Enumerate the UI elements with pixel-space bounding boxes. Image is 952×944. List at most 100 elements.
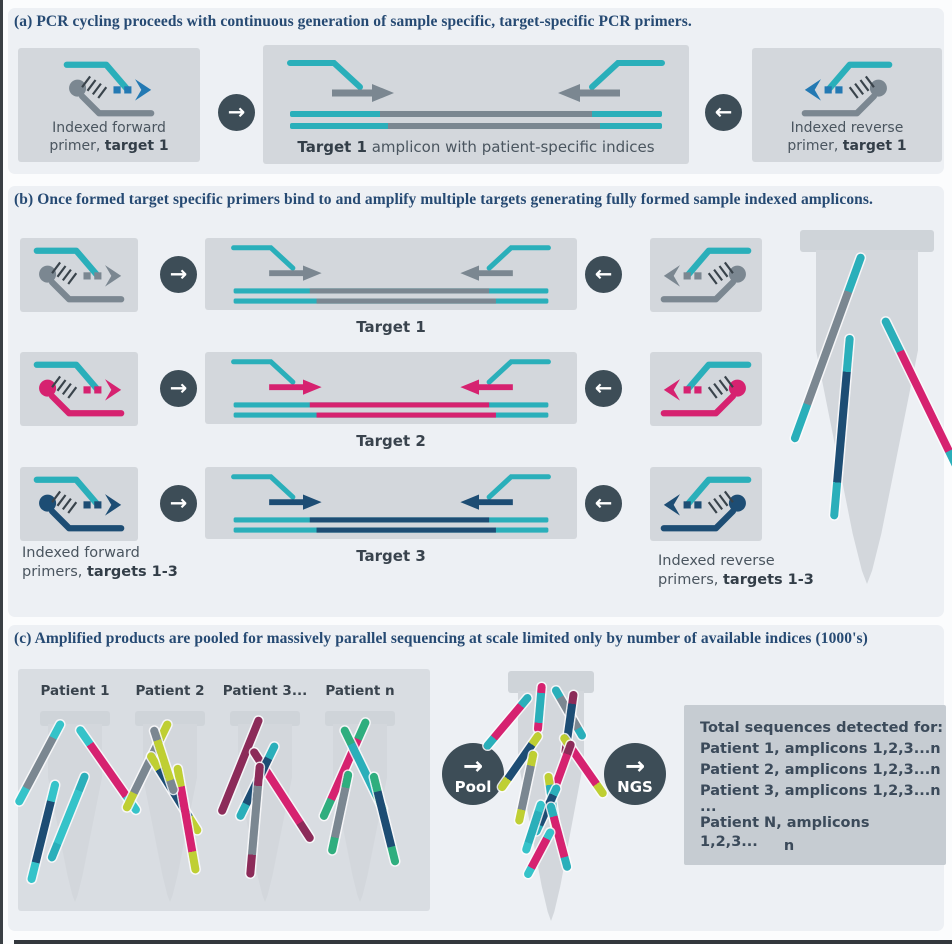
arrow-glyph: → <box>227 100 246 124</box>
label-line2: primer, <box>787 137 843 154</box>
tube-body <box>816 250 918 584</box>
primer-glyph <box>660 247 752 303</box>
label-bold: target 1 <box>842 137 907 154</box>
patient-3-tube <box>216 711 316 906</box>
primer-glyph <box>33 476 125 532</box>
target-3-label: Target 3 <box>356 547 426 565</box>
patient-tubes-container: Patient 1 Patient 2 Patient 3... Patient… <box>13 669 430 911</box>
label-line1: Indexed reverse <box>658 553 775 569</box>
label-line2: primers, <box>658 571 723 588</box>
patient-3-label: Patient 3... <box>222 683 308 699</box>
patient-4-label: Patient n <box>325 683 395 699</box>
patient-2-label: Patient 2 <box>135 683 205 699</box>
tube-cap <box>135 711 205 726</box>
patient-2-tube <box>121 711 205 906</box>
textbox-line: Patient 3, amplicons 1,2,3...n <box>700 782 941 799</box>
primer-glyph <box>33 361 125 417</box>
forward-primer-icon <box>18 54 200 124</box>
primer-glyph <box>660 361 752 417</box>
panel-c: (c) Amplified products are pooled for ma… <box>8 625 946 931</box>
last-line-text: Patient N, amplicons 1,2,3... <box>700 814 870 850</box>
pool-step-icon: → Pool <box>442 743 504 805</box>
target-1-label: Target 1 <box>356 318 426 336</box>
amplicon-label-rest: amplicon with patient-specific indices <box>366 138 655 157</box>
primer-glyph <box>63 61 155 117</box>
patient-4-tube <box>318 711 400 906</box>
forward-primer-box-target-3 <box>20 467 138 541</box>
tube-cap <box>508 671 594 693</box>
reverse-primer-box-a: Indexed reverse primer, target 1 <box>752 48 942 162</box>
amplicon-box-target-1 <box>205 238 577 310</box>
primer-glyph <box>660 476 752 532</box>
reverse-primer-box-target-1 <box>650 238 762 312</box>
arrow-glyph: ← <box>714 100 733 124</box>
amplicon-stick <box>26 780 60 884</box>
patient-1-label: Patient 1 <box>40 683 110 699</box>
arrow-right-icon: → <box>160 485 197 522</box>
forward-primer-box-target-1 <box>20 238 138 312</box>
forward-primer-label-a: Indexed forward primer, target 1 <box>24 120 194 155</box>
amplicon-box-target-2 <box>205 352 577 424</box>
amplicon-glyph <box>287 60 665 129</box>
arrow-glyph: ← <box>594 376 613 400</box>
arrow-left-icon: ← <box>585 370 622 407</box>
arrow-glyph: → <box>169 262 188 286</box>
arrow-left-icon: ← <box>585 256 622 293</box>
reverse-primer-box-target-3 <box>650 467 762 541</box>
amplicon-glyph <box>231 359 551 418</box>
label-line1: Indexed forward <box>52 120 166 136</box>
arrow-left-icon: ← <box>585 485 622 522</box>
arrow-glyph: ← <box>594 262 613 286</box>
arrow-left-icon: ← <box>705 94 742 131</box>
reverse-primer-box-target-2 <box>650 352 762 426</box>
forward-primer-box-target-2 <box>20 352 138 426</box>
amplicon-glyph <box>231 474 551 533</box>
textbox-line: Patient 1, amplicons 1,2,3...n <box>700 740 941 757</box>
tube-cap <box>40 711 110 726</box>
ngs-label: NGS <box>617 777 653 796</box>
arrow-right-icon: → <box>160 370 197 407</box>
label-line1: Indexed forward <box>22 545 140 561</box>
arrow-right-icon: → <box>160 256 197 293</box>
total-sequences-textbox: Total sequences detected for: Patient 1, … <box>684 705 946 865</box>
panel-b-title: (b) Once formed target specific primers … <box>14 191 873 208</box>
panel-a: (a) PCR cycling proceeds with continuous… <box>8 8 944 174</box>
ngs-step-icon: → NGS <box>604 743 666 805</box>
patient-1-tube <box>13 711 142 906</box>
reverse-primer-icon <box>752 54 942 124</box>
label-line1: Indexed reverse <box>790 120 904 136</box>
arrow-right-icon: → <box>624 751 646 780</box>
label-line2: primer, <box>49 137 105 154</box>
page-left-border <box>0 0 3 944</box>
textbox-last-line: Patient N, amplicons 1,2,3... n <box>700 814 946 854</box>
pooled-tube <box>481 671 609 925</box>
target1-amplicon-graphic <box>263 55 689 133</box>
tube-cap <box>230 711 300 726</box>
arrow-right-icon: → <box>462 751 484 780</box>
textbox-line: Patient 2, amplicons 1,2,3...n <box>700 761 941 778</box>
target-2-label: Target 2 <box>356 432 426 450</box>
arrow-glyph: → <box>169 491 188 515</box>
primer-glyph <box>33 247 125 303</box>
arrow-glyph: → <box>169 376 188 400</box>
panel-a-title: (a) PCR cycling proceeds with continuous… <box>14 13 692 30</box>
tube-cap <box>800 230 934 252</box>
label-bold: targets 1-3 <box>722 571 814 588</box>
label-bold: target 1 <box>104 137 169 154</box>
tube-cap <box>325 711 395 726</box>
forward-primers-label-b: Indexed forward primers, targets 1-3 <box>22 544 178 582</box>
label-bold: targets 1-3 <box>86 563 178 580</box>
arrow-right-icon: → <box>218 94 255 131</box>
page-bottom-border <box>14 940 952 944</box>
textbox-line: ... <box>700 799 717 816</box>
pool-label: Pool <box>454 777 492 796</box>
trailing-n: n <box>783 837 795 854</box>
amplicon-label-bold: Target 1 <box>297 138 367 157</box>
reverse-primers-label-b: Indexed reverse primers, targets 1-3 <box>658 552 814 590</box>
amplicon-tube-b <box>789 230 952 590</box>
amplicon-label-a: Target 1 amplicon with patient-specific … <box>269 138 683 157</box>
primer-glyph <box>801 61 893 117</box>
arrow-glyph: ← <box>594 491 613 515</box>
panel-b: (b) Once formed target specific primers … <box>8 186 952 617</box>
